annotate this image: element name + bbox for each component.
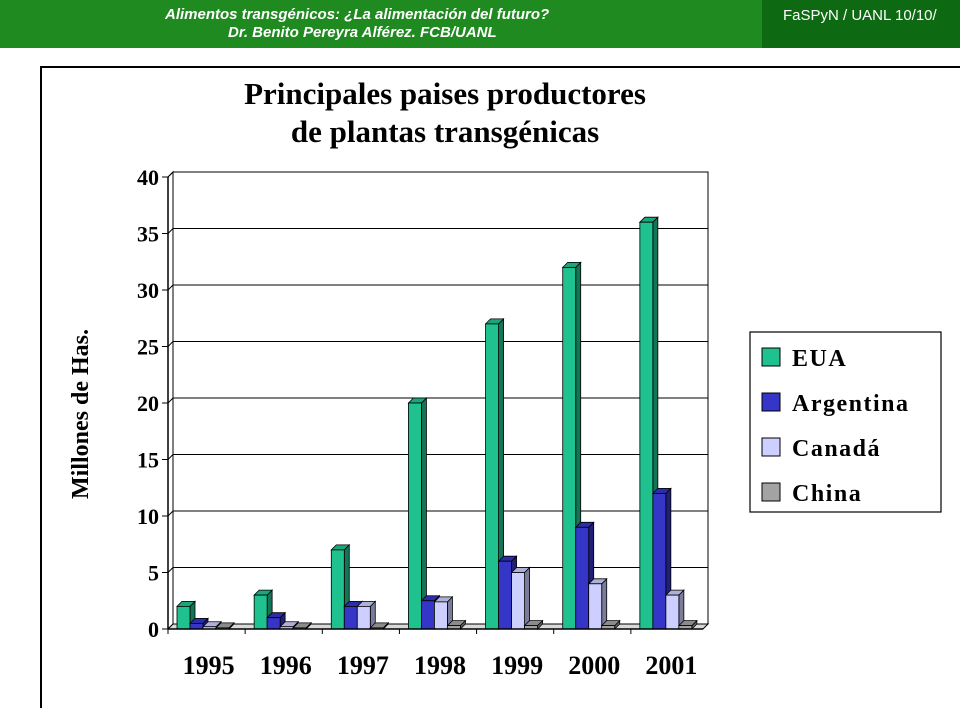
legend-box <box>749 331 942 513</box>
bar-canadá-2000 <box>588 583 603 630</box>
legend-swatch-china <box>761 482 781 502</box>
legend-label-argentina: Argentina <box>792 391 910 417</box>
bar-side-canadá <box>524 566 530 630</box>
bar-argentina-1996 <box>266 617 281 630</box>
legend-swatch-argentina <box>761 392 781 412</box>
gridline <box>167 284 174 291</box>
legend-label-china: China <box>792 481 862 507</box>
x-tick-label: 1999 <box>491 651 543 680</box>
x-tick-label: 1997 <box>337 651 389 680</box>
header-institution-date: FaSPyN / UANL 10/10/ <box>783 7 937 24</box>
x-tick-label: 1998 <box>414 651 466 680</box>
chart-frame <box>40 66 960 708</box>
bar-argentina-1995 <box>189 622 204 630</box>
bar-argentina-1997 <box>343 606 358 630</box>
chart-title-line-1: Principales paises productores <box>244 76 646 111</box>
bar-argentina-1998 <box>421 600 435 630</box>
bar-argentina-1999 <box>498 560 512 630</box>
y-tick-label: 10 <box>137 504 159 529</box>
bar-eua-1999 <box>485 323 499 630</box>
legend-swatch-eua <box>761 347 781 367</box>
y-tick-label: 25 <box>137 335 159 360</box>
header-title: Alimentos transgénicos: ¿La alimentación… <box>165 6 550 23</box>
bar-canadá-1999 <box>511 572 525 630</box>
bar-eua-1997 <box>330 549 345 630</box>
y-tick-label: 5 <box>148 561 159 586</box>
y-tick-label: 0 <box>148 617 159 642</box>
y-tick-label: 20 <box>137 391 159 416</box>
y-tick-label: 40 <box>137 165 159 190</box>
x-tick-label: 1995 <box>183 651 235 680</box>
bar-eua-2001 <box>639 221 654 630</box>
x-axis-ticks: 1995 1996 1997 1998 1999 2000 2001 <box>167 629 697 680</box>
gridline <box>167 228 174 234</box>
y-axis-ticks: 0 5 10 15 20 25 30 35 40 <box>137 165 169 642</box>
slide-header: Alimentos transgénicos: ¿La alimentación… <box>0 0 960 48</box>
y-axis-label: Millones de Has. <box>68 329 94 499</box>
chart-bars <box>168 216 703 630</box>
gridline <box>167 510 174 517</box>
bar-eua-1996 <box>253 594 268 630</box>
header-author: Dr. Benito Pereyra Alférez. FCB/UANL <box>228 24 497 41</box>
bar-eua-1995 <box>176 606 191 630</box>
gridline <box>167 397 174 404</box>
gridline <box>167 567 174 573</box>
gridline <box>167 454 174 460</box>
x-tick-label: 2001 <box>645 651 697 680</box>
bar-canadá-2001 <box>665 594 680 630</box>
bar-canadá-1998 <box>434 601 448 630</box>
legend-swatch-canadá <box>761 437 781 457</box>
bar-canadá-1997 <box>356 606 371 630</box>
gridline <box>167 341 174 347</box>
legend-label-canadá: Canadá <box>792 436 881 462</box>
gridline <box>167 171 174 178</box>
chart-legend: EUA Argentina Canadá China <box>749 331 942 513</box>
bar-argentina-2001 <box>652 492 667 630</box>
bar-side-eua <box>421 397 427 630</box>
bar-eua-1998 <box>408 402 422 630</box>
y-tick-label: 30 <box>137 278 159 303</box>
y-tick-label: 35 <box>137 222 159 247</box>
chart-title-line-2: de plantas transgénicas <box>291 114 599 149</box>
bar-eua-2000 <box>562 266 577 630</box>
legend-label-eua: EUA <box>792 346 847 372</box>
x-tick-label: 1996 <box>260 651 312 680</box>
header-accent-block <box>762 0 960 48</box>
y-tick-label: 15 <box>137 448 159 473</box>
bar-argentina-2000 <box>575 526 590 630</box>
chart-gridlines <box>166 170 710 631</box>
x-tick-label: 2000 <box>568 651 620 680</box>
